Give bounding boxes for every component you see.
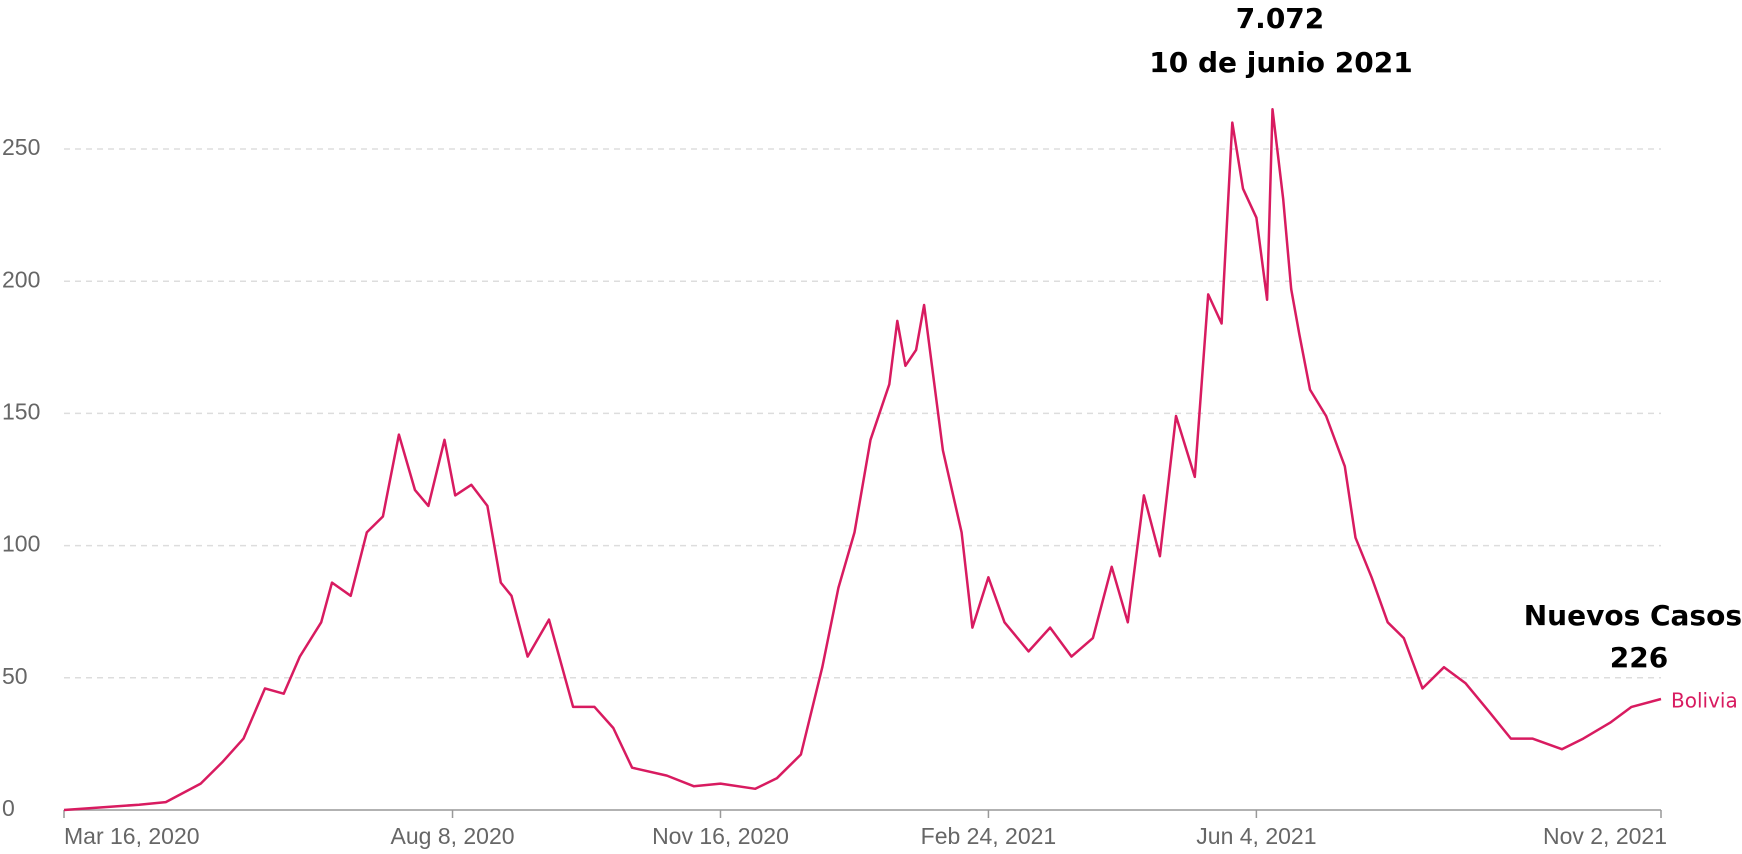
- annotation: 7.072: [1236, 2, 1325, 35]
- y-tick-label: 100: [2, 531, 40, 557]
- x-tick-label: Jun 4, 2021: [1196, 823, 1316, 849]
- series-label: Bolivia: [1671, 688, 1738, 712]
- x-tick-label: Nov 16, 2020: [652, 823, 789, 849]
- line: [63, 108, 1662, 812]
- y-tick-label: 50: [2, 663, 28, 689]
- x-tick-label: Aug 8, 2020: [391, 823, 515, 849]
- y-tick-label: 200: [2, 266, 40, 292]
- y-tick-label: 250: [2, 134, 40, 160]
- x-tick-label: Mar 16, 2020: [64, 823, 200, 849]
- annotation: 10 de junio 2021: [1149, 46, 1412, 79]
- y-tick-label: 150: [2, 398, 40, 424]
- y-tick-label: 0: [2, 795, 15, 821]
- annotation: 226: [1610, 641, 1668, 674]
- annotation: Nuevos Casos: [1524, 599, 1742, 632]
- x-tick-label: Nov 2, 2021: [1543, 823, 1667, 849]
- x-tick-label: Feb 24, 2021: [921, 823, 1057, 849]
